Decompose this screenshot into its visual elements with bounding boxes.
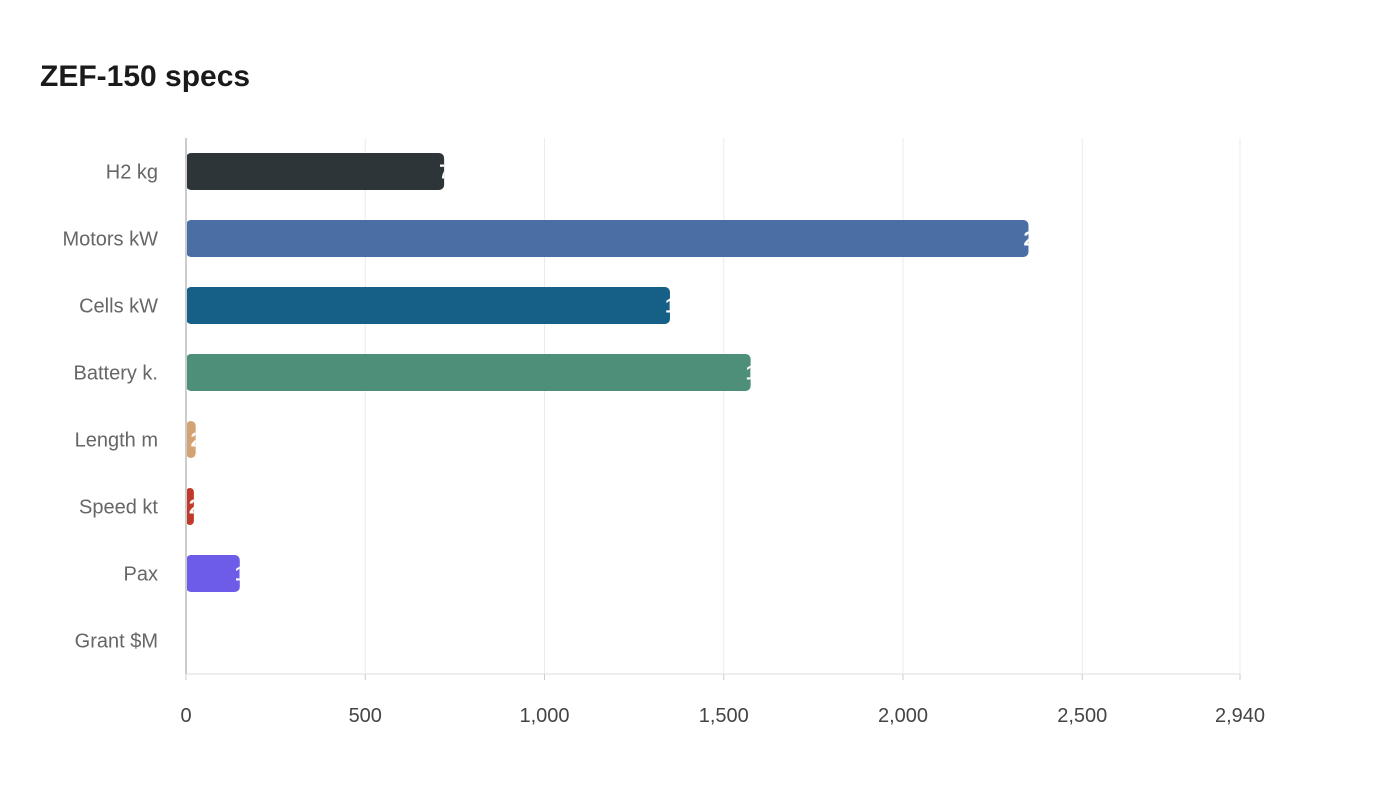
x-tick-label: 1,500 [699,705,749,727]
value-label: 22 [189,497,211,519]
value-label: 27 [191,430,213,452]
bar [186,555,240,592]
bar [186,354,751,391]
category-label: Length m [75,430,158,452]
value-label: 2,350 [1023,229,1073,251]
chart-title: ZEF-150 specs [40,60,251,93]
x-tick-label: 1,000 [519,705,569,727]
bar [186,220,1029,257]
bar [186,421,196,458]
category-label: Speed kt [79,497,158,519]
bar [186,488,194,525]
x-tick-label: 500 [349,705,382,727]
category-label: Motors kW [62,229,158,251]
category-label: Pax [124,564,158,586]
value-label: 720 [439,162,472,184]
bar [186,153,445,190]
value-label: 150 [235,564,268,586]
category-label: Battery k. [74,363,158,385]
x-tick-label: 2,000 [878,705,928,727]
x-tick-label: 2,940 [1215,705,1265,727]
value-label: 2 [182,631,193,653]
category-label: Cells kW [79,296,158,318]
x-tick-label: 0 [180,705,191,727]
bar [186,287,670,324]
category-label: Grant $M [75,631,158,653]
category-label: H2 kg [106,162,158,184]
value-label: 1,575 [746,363,796,385]
x-tick-label: 2,500 [1057,705,1107,727]
value-label: 1,350 [665,296,715,318]
